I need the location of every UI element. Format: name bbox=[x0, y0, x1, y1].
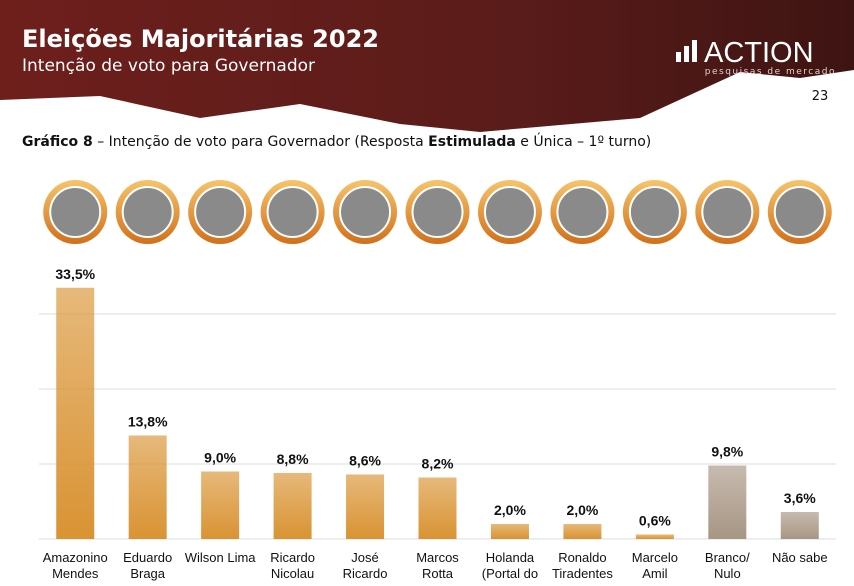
photo bbox=[49, 186, 102, 238]
x-tick-label: Rotta bbox=[422, 566, 454, 581]
title-part: Gráfico 8 bbox=[22, 134, 93, 150]
x-tick-label: Marcos bbox=[416, 550, 459, 565]
x-tick-label: Nulo bbox=[714, 566, 741, 581]
header-band bbox=[0, 0, 854, 132]
bar bbox=[418, 477, 457, 539]
x-tick-label: Holanda bbox=[486, 550, 535, 565]
x-tick-label: Amil bbox=[642, 566, 667, 581]
photo bbox=[194, 186, 247, 238]
x-tick-label: (Portal do bbox=[482, 566, 538, 581]
x-tick-label: Branco/ bbox=[705, 550, 750, 565]
value-label: 8,2% bbox=[422, 456, 454, 472]
title-part: Estimulada bbox=[428, 134, 516, 150]
photo bbox=[339, 186, 392, 238]
bar bbox=[201, 471, 240, 539]
photo bbox=[773, 186, 826, 238]
photo bbox=[701, 186, 754, 238]
title-part: e Única – 1º turno) bbox=[516, 132, 651, 150]
bar bbox=[708, 465, 747, 539]
bar bbox=[128, 435, 167, 539]
x-tick-label: Mendes bbox=[52, 566, 99, 581]
x-tick-label: Wilson Lima bbox=[185, 550, 257, 565]
value-label: 9,0% bbox=[204, 450, 236, 466]
bar bbox=[273, 473, 312, 539]
value-label: 13,8% bbox=[128, 414, 168, 430]
logo-icon bbox=[676, 40, 697, 62]
value-label: 8,6% bbox=[349, 453, 381, 469]
bar bbox=[490, 524, 529, 539]
bar bbox=[346, 474, 385, 539]
title-part: – Intenção de voto para Governador (Resp… bbox=[93, 134, 428, 150]
photo bbox=[266, 186, 319, 238]
value-label: 33,5% bbox=[55, 266, 95, 282]
chart-title: Gráfico 8 – Intenção de voto para Govern… bbox=[22, 132, 651, 150]
x-tick-label: Ricardo bbox=[343, 566, 388, 581]
bar bbox=[635, 534, 674, 539]
bar bbox=[563, 524, 602, 539]
x-tick-label: Eduardo bbox=[123, 550, 172, 565]
x-tick-label: Não sabe bbox=[772, 550, 828, 565]
photo bbox=[411, 186, 464, 238]
value-label: 3,6% bbox=[784, 490, 816, 506]
x-tick-label: Braga bbox=[130, 566, 165, 581]
x-tick-label: Amazonino bbox=[43, 550, 108, 565]
x-tick-label: Marcelo bbox=[632, 550, 678, 565]
photo bbox=[628, 186, 681, 238]
page-badge bbox=[808, 83, 832, 107]
x-tick-label: Ricardo bbox=[270, 550, 315, 565]
logo-tagline: pesquisas de mercado bbox=[705, 67, 836, 77]
x-tick-label: José bbox=[351, 550, 378, 565]
bar bbox=[56, 287, 95, 539]
photo bbox=[483, 186, 536, 238]
photo bbox=[556, 186, 609, 238]
header-subtitle: Intenção de voto para Governador bbox=[22, 56, 315, 76]
value-label: 0,6% bbox=[639, 513, 671, 529]
x-tick-label: Nicolau bbox=[271, 566, 314, 581]
value-label: 8,8% bbox=[277, 451, 309, 467]
bar bbox=[780, 512, 819, 539]
x-tick-label: Ronaldo bbox=[558, 550, 606, 565]
photo bbox=[121, 186, 174, 238]
value-label: 2,0% bbox=[566, 502, 598, 518]
x-tick-label: Tiradentes bbox=[552, 566, 613, 581]
logo: ACTION bbox=[704, 37, 814, 69]
value-label: 2,0% bbox=[494, 502, 526, 518]
value-label: 9,8% bbox=[711, 444, 743, 460]
header-title: Eleições Majoritárias 2022 bbox=[22, 25, 379, 53]
page-number: 23 bbox=[812, 89, 829, 104]
